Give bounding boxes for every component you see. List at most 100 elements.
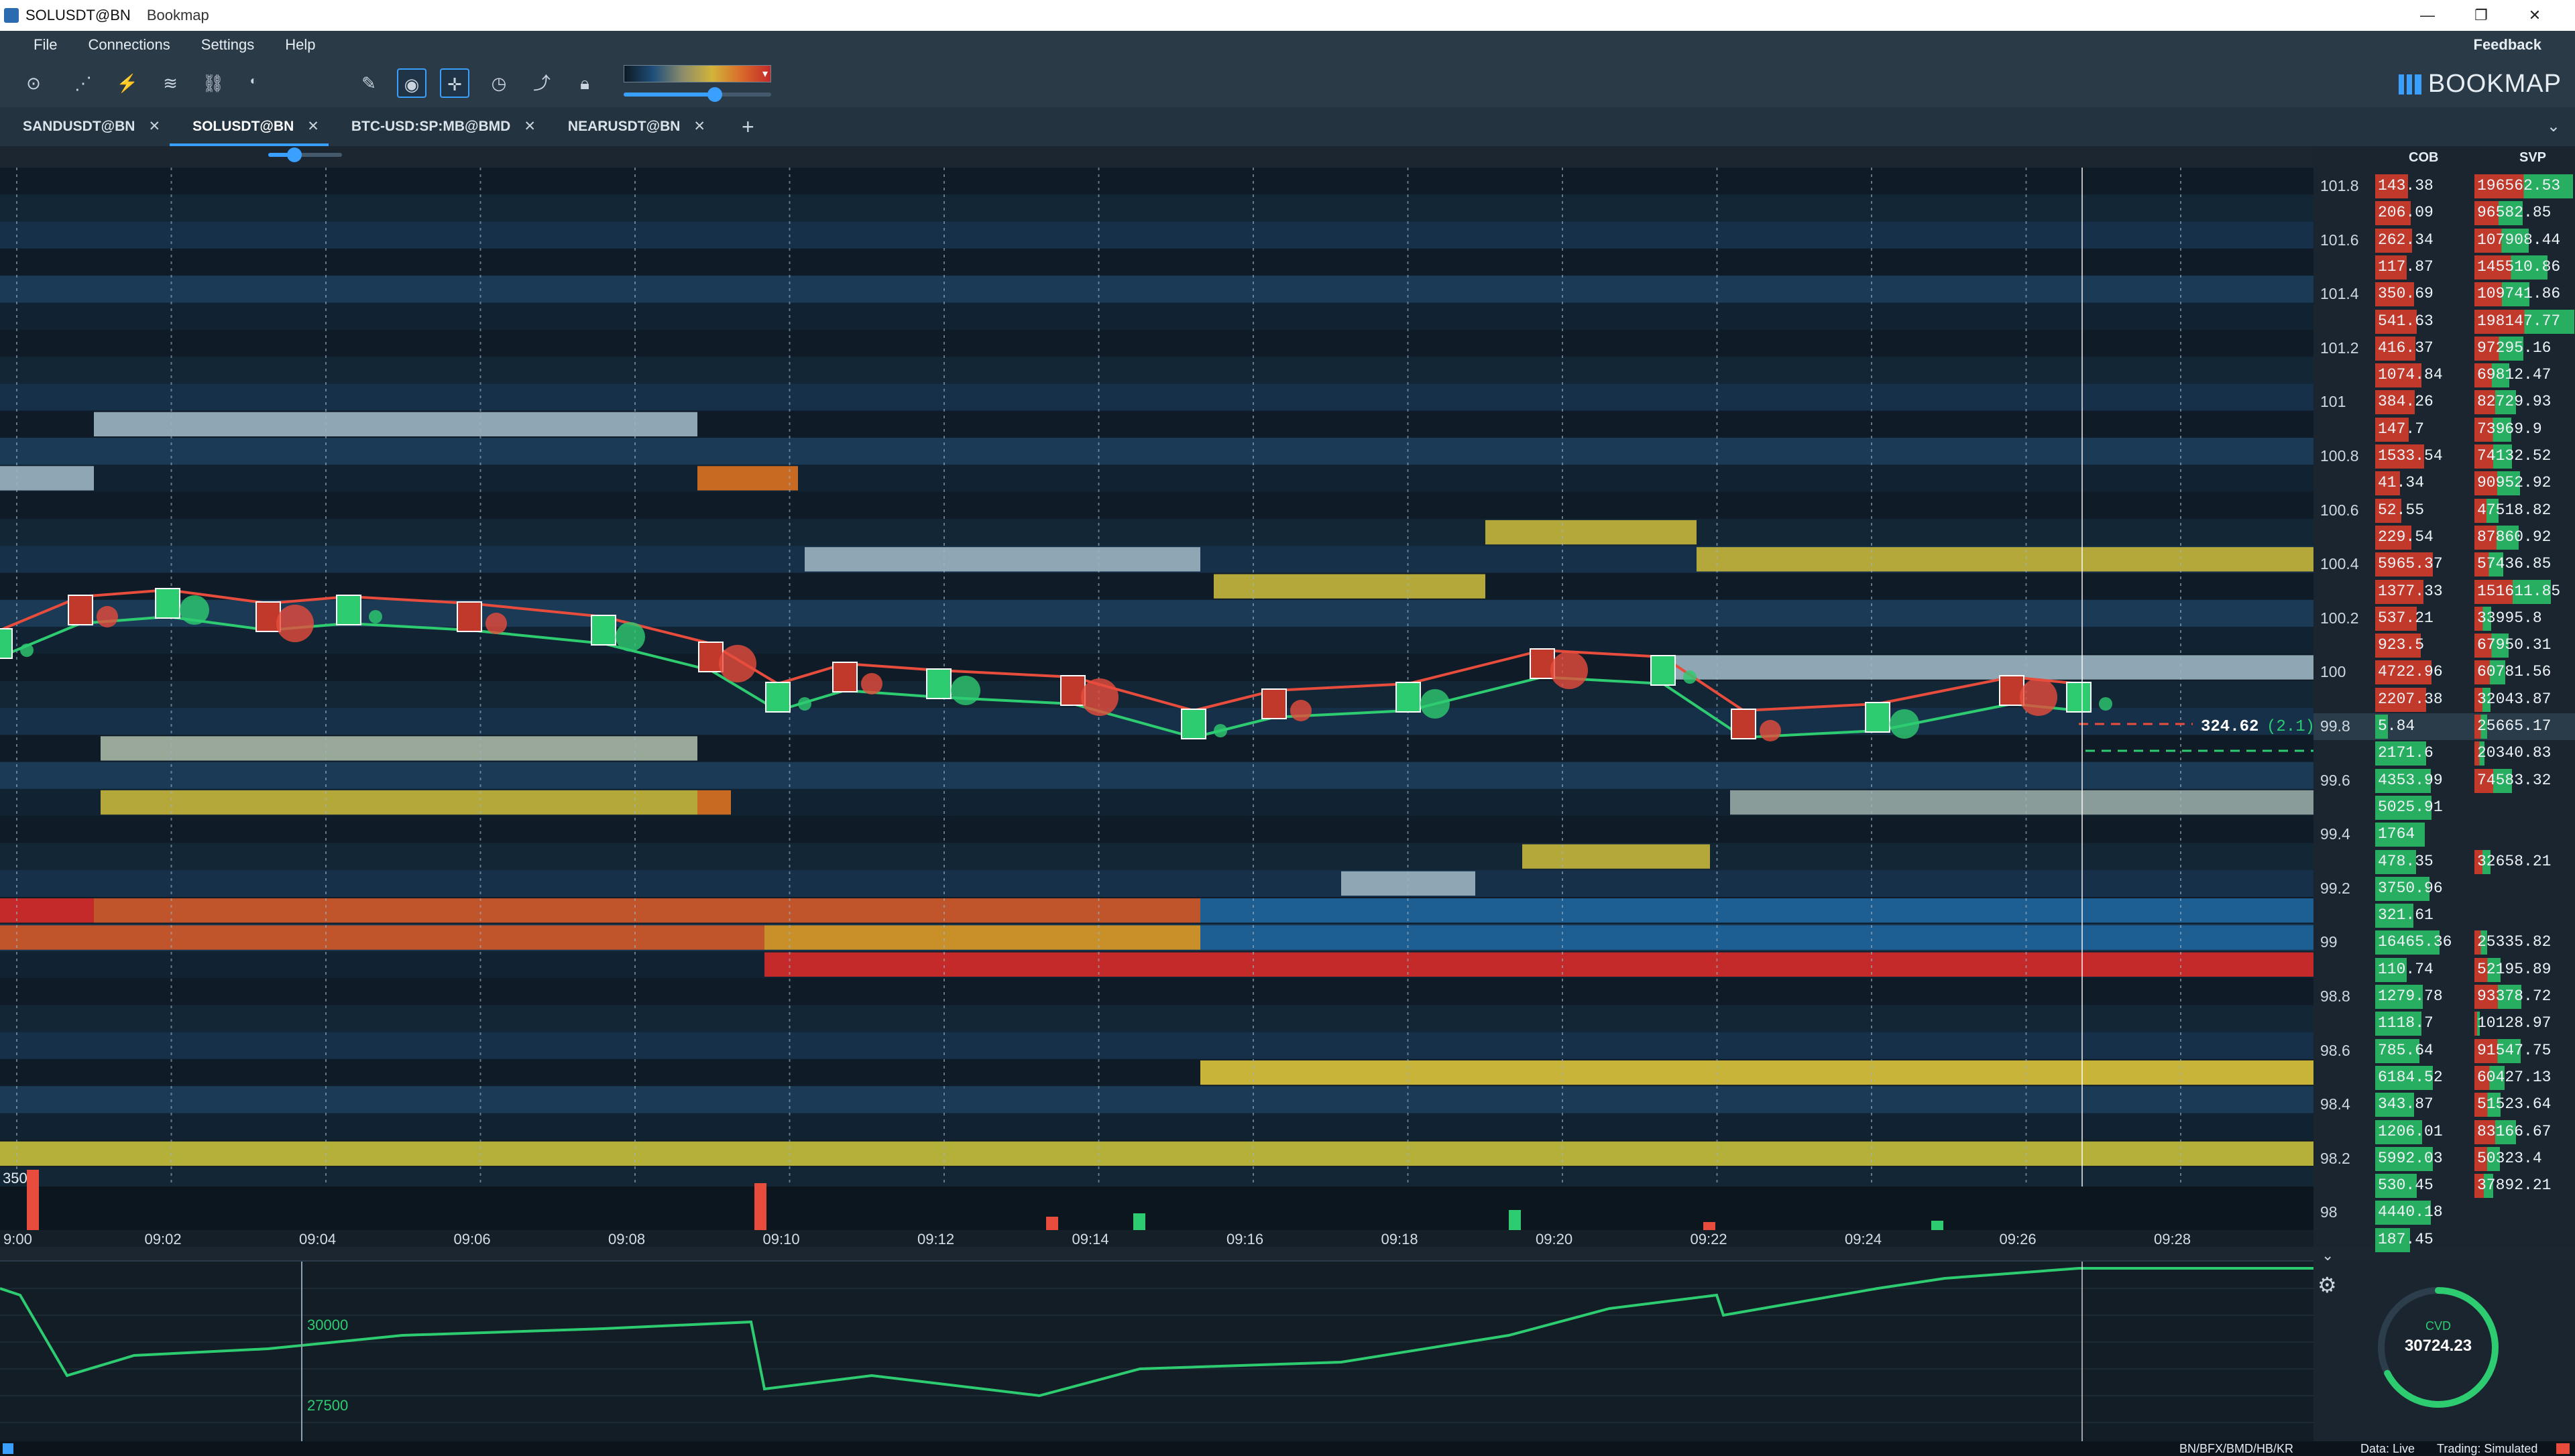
svp-value: 51523.64 bbox=[2477, 1095, 2552, 1113]
cob-bar bbox=[2375, 1038, 2419, 1063]
ladder-row: 101.8 143.38 196562.53 bbox=[2313, 173, 2575, 200]
trade-bubble bbox=[616, 622, 645, 652]
feedback-link[interactable]: Feedback bbox=[2473, 36, 2542, 53]
gear-icon[interactable]: ⚙ bbox=[2318, 1273, 2337, 1297]
menu-help[interactable]: Help bbox=[285, 36, 316, 53]
cob-bar bbox=[2375, 471, 2401, 496]
heat-band bbox=[0, 869, 2313, 898]
svp-bar bbox=[2474, 768, 2512, 793]
camera-icon[interactable]: ⊙ bbox=[26, 73, 41, 93]
close-icon[interactable]: ✕ bbox=[693, 119, 706, 134]
svp-value: 32043.87 bbox=[2477, 690, 2552, 708]
crosshair-icon[interactable]: ✛ bbox=[440, 68, 469, 98]
svp-value: 25335.82 bbox=[2477, 933, 2552, 951]
heatmap-palette-dropdown[interactable]: ▾ bbox=[624, 65, 771, 82]
ladder-row: 101.6 262.34 107908.44 bbox=[2313, 227, 2575, 254]
svp-value: 83166.67 bbox=[2477, 1122, 2552, 1140]
cob-bar bbox=[2375, 741, 2427, 766]
chat-icon[interactable]: ◉ bbox=[397, 68, 426, 98]
ladder-row: 6184.52 60427.13 bbox=[2313, 1065, 2575, 1091]
close-icon[interactable]: ✕ bbox=[524, 119, 536, 134]
trade-bubble bbox=[951, 676, 980, 705]
tab-solusdt[interactable]: SOLUSDT@BN ✕ bbox=[170, 107, 329, 146]
trade-bubble bbox=[1683, 670, 1697, 684]
heatmap-chart[interactable]: 324.62 (2.1) 3500 9:00 09:02 09:04 09:06 09:08 0… bbox=[0, 168, 2313, 1247]
price-label: 99 bbox=[2320, 933, 2338, 951]
liquidity-band bbox=[1200, 898, 2313, 923]
svp-bar bbox=[2474, 660, 2505, 685]
heat-band bbox=[0, 627, 2313, 654]
svp-value: 20340.83 bbox=[2477, 744, 2552, 762]
liquidity-band bbox=[1515, 952, 2313, 977]
tab-sandusdt[interactable]: SANDUSDT@BN ✕ bbox=[0, 107, 170, 146]
brightness-slider[interactable] bbox=[268, 147, 342, 162]
svp-value: 57436.85 bbox=[2477, 555, 2552, 573]
tab-label: SANDUSDT@BN bbox=[23, 119, 135, 134]
chart-settings-icon[interactable]: ⚡ bbox=[116, 73, 139, 93]
menu-connections[interactable]: Connections bbox=[88, 36, 170, 53]
instrument-tabs: SANDUSDT@BN ✕ SOLUSDT@BN ✕ BTC-USD:SP:MB@B… bbox=[0, 107, 2575, 146]
trade-bubble bbox=[1760, 720, 1781, 741]
ladder-row: 100 4722.96 60781.56 bbox=[2313, 659, 2575, 686]
svp-value: 87860.92 bbox=[2477, 528, 2552, 546]
candle bbox=[1395, 682, 1421, 713]
share-icon[interactable]: ⋰ bbox=[74, 73, 92, 93]
volume-bar bbox=[1931, 1221, 1943, 1230]
svp-bar bbox=[2474, 579, 2551, 604]
cvd-value: 30724.23 bbox=[2404, 1337, 2472, 1355]
liquidity-band bbox=[1522, 844, 1710, 869]
chevron-down-icon[interactable]: ⌄ bbox=[2322, 1247, 2334, 1264]
menu-settings[interactable]: Settings bbox=[201, 36, 255, 53]
cob-value: 537.21 bbox=[2378, 609, 2434, 627]
minimize-button[interactable]: — bbox=[2420, 7, 2435, 23]
cob-value: 147.7 bbox=[2378, 420, 2425, 438]
timer-icon[interactable]: ◷ bbox=[491, 73, 507, 93]
cvd-indicator-panel[interactable]: 30000 27500 bbox=[0, 1260, 2313, 1443]
time-tick-label: 09:14 bbox=[1072, 1231, 1109, 1247]
svp-value: 33995.8 bbox=[2477, 609, 2542, 627]
cvd-axis-label: 30000 bbox=[307, 1317, 349, 1333]
candle bbox=[926, 668, 952, 699]
close-window-button[interactable]: ✕ bbox=[2528, 7, 2541, 23]
chart-line-icon[interactable]: ⤴ bbox=[532, 73, 551, 93]
trade-bubble bbox=[485, 613, 507, 634]
liquidity-band bbox=[1200, 925, 2313, 950]
ladder-row: 100.8 1533.54 74132.52 bbox=[2313, 443, 2575, 470]
ladder-row: 530.45 37892.21 bbox=[2313, 1172, 2575, 1199]
svp-value: 25665.17 bbox=[2477, 717, 2552, 735]
close-icon[interactable]: ✕ bbox=[307, 119, 319, 134]
app-icon bbox=[4, 8, 19, 23]
ladder-row: 1377.33 151611.85 bbox=[2313, 579, 2575, 605]
time-tick-label: 9:00 bbox=[3, 1231, 32, 1247]
maximize-button[interactable]: ❐ bbox=[2474, 7, 2488, 23]
price-label: 98.4 bbox=[2320, 1095, 2350, 1113]
close-icon[interactable]: ✕ bbox=[148, 119, 161, 134]
add-tab-button[interactable]: + bbox=[742, 114, 754, 139]
heatmap-contrast-slider[interactable] bbox=[624, 87, 771, 102]
svp-bar bbox=[2474, 1038, 2521, 1063]
price-label: 98.2 bbox=[2320, 1149, 2350, 1167]
lock-icon[interactable]: 🔒︎ bbox=[580, 73, 589, 93]
cob-bar bbox=[2375, 363, 2422, 388]
indicators-icon[interactable]: ≋ bbox=[163, 73, 178, 93]
tab-nearusdt[interactable]: NEARUSDT@BN ✕ bbox=[545, 107, 715, 146]
cob-bar bbox=[2375, 255, 2407, 280]
data-status: Data: Live bbox=[2360, 1442, 2415, 1455]
price-label: 100 bbox=[2320, 663, 2346, 681]
cob-value: 1279.78 bbox=[2378, 987, 2443, 1005]
trade-bubble bbox=[276, 605, 314, 642]
pencil-icon[interactable]: ✎ bbox=[361, 73, 376, 93]
tab-btc-usd[interactable]: BTC-USD:SP:MB@BMD ✕ bbox=[329, 107, 545, 146]
candle bbox=[1060, 675, 1086, 706]
chevron-down-icon[interactable]: ⌄ bbox=[2546, 117, 2560, 135]
heat-band bbox=[0, 383, 2313, 411]
cob-value: 1377.33 bbox=[2378, 582, 2443, 600]
heat-band bbox=[0, 843, 2313, 870]
time-tick-label: 09:10 bbox=[763, 1231, 800, 1247]
price-ladder: COB SVP 101.8 143.38 196562.53 206.09 96582.… bbox=[2313, 146, 2575, 1264]
link-icon[interactable]: ⛓ bbox=[202, 73, 225, 93]
cob-value: 923.5 bbox=[2378, 636, 2425, 654]
trade-bubble bbox=[798, 697, 811, 711]
price-label: 98 bbox=[2320, 1203, 2338, 1221]
menu-file[interactable]: File bbox=[34, 36, 58, 53]
